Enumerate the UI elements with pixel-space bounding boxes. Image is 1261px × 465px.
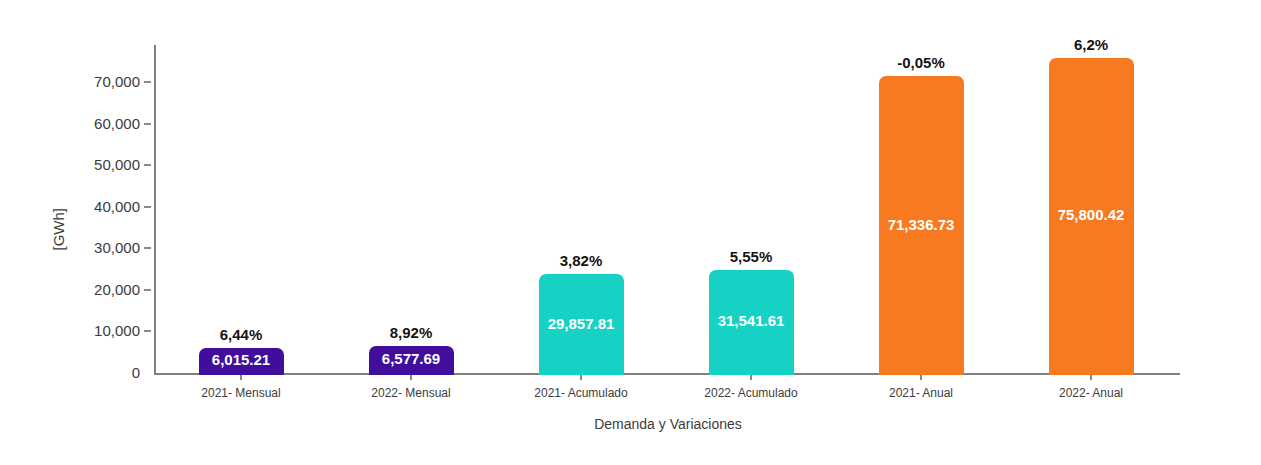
x-axis-line [154, 373, 1180, 375]
x-tick [1090, 375, 1092, 380]
x-category-label: 2022- Mensual [326, 386, 496, 400]
y-tick [144, 247, 151, 249]
x-category-label: 2022- Anual [1006, 386, 1176, 400]
x-tick [920, 375, 922, 380]
bar-percent-label: 5,55% [666, 249, 836, 265]
y-tick [144, 164, 151, 166]
bar-value-label: 31,541.61 [666, 312, 836, 330]
x-category-label: 2021- Mensual [156, 386, 326, 400]
bar-value-label: 71,336.73 [836, 216, 1006, 234]
y-tick-label: 30,000 [56, 239, 140, 257]
y-tick [144, 123, 151, 125]
x-axis-title: Demanda y Variaciones [155, 416, 1181, 432]
bar-percent-label: 8,92% [326, 325, 496, 341]
y-axis-line [154, 45, 156, 375]
y-tick [144, 330, 151, 332]
bar-percent-label: 6,2% [1006, 37, 1176, 53]
y-tick-label: 70,000 [56, 73, 140, 91]
bar-percent-label: 3,82% [496, 253, 666, 269]
y-tick-label: 10,000 [56, 322, 140, 340]
y-tick-label: 20,000 [56, 281, 140, 299]
x-category-label: 2021- Anual [836, 386, 1006, 400]
y-tick [144, 81, 151, 83]
bar-percent-label: -0,05% [836, 55, 1006, 71]
bar-value-label: 6,577.69 [326, 350, 496, 368]
x-tick [750, 375, 752, 380]
x-tick [410, 375, 412, 380]
y-tick-label: 50,000 [56, 156, 140, 174]
y-tick-label: 40,000 [56, 198, 140, 216]
bar-value-label: 29,857.81 [496, 315, 666, 333]
bar-chart: [GWh] 010,00020,00030,00040,00050,00060,… [0, 0, 1261, 465]
x-tick [240, 375, 242, 380]
x-category-label: 2022- Acumulado [666, 386, 836, 400]
x-tick [580, 375, 582, 380]
y-tick-label: 60,000 [56, 115, 140, 133]
y-tick-label: 0 [56, 364, 140, 382]
bar-value-label: 6,015.21 [156, 351, 326, 369]
x-category-label: 2021- Acumulado [496, 386, 666, 400]
y-tick [144, 289, 151, 291]
bar-percent-label: 6,44% [156, 327, 326, 343]
y-tick [144, 206, 151, 208]
bar-value-label: 75,800.42 [1006, 206, 1176, 224]
